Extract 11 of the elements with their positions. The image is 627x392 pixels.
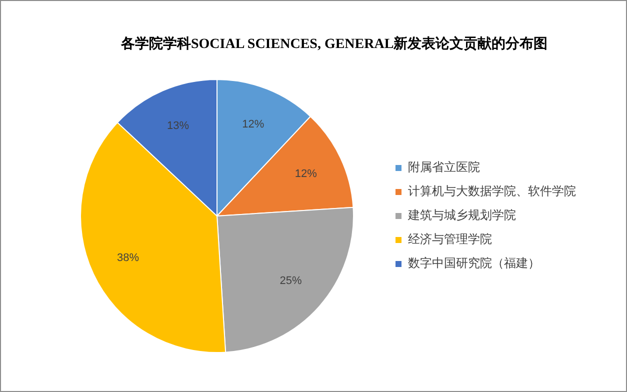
legend-label: 附属省立医院 [408, 160, 480, 174]
legend-label: 数字中国研究院（福建） [408, 256, 540, 270]
legend-label: 计算机与大数据学院、软件学院 [408, 184, 576, 198]
data-label: 25% [280, 275, 302, 288]
chart-title: 各学院学科SOCIAL SCIENCES, GENERAL新发表论文贡献的分布图 [120, 35, 549, 53]
data-label: 38% [117, 252, 140, 264]
data-label: 12% [294, 168, 318, 180]
data-label: 12% [242, 118, 264, 131]
legend-label: 建筑与城乡规划学院 [407, 208, 516, 222]
legend-label: 经济与管理学院 [408, 232, 492, 246]
data-label: 13% [166, 120, 190, 132]
